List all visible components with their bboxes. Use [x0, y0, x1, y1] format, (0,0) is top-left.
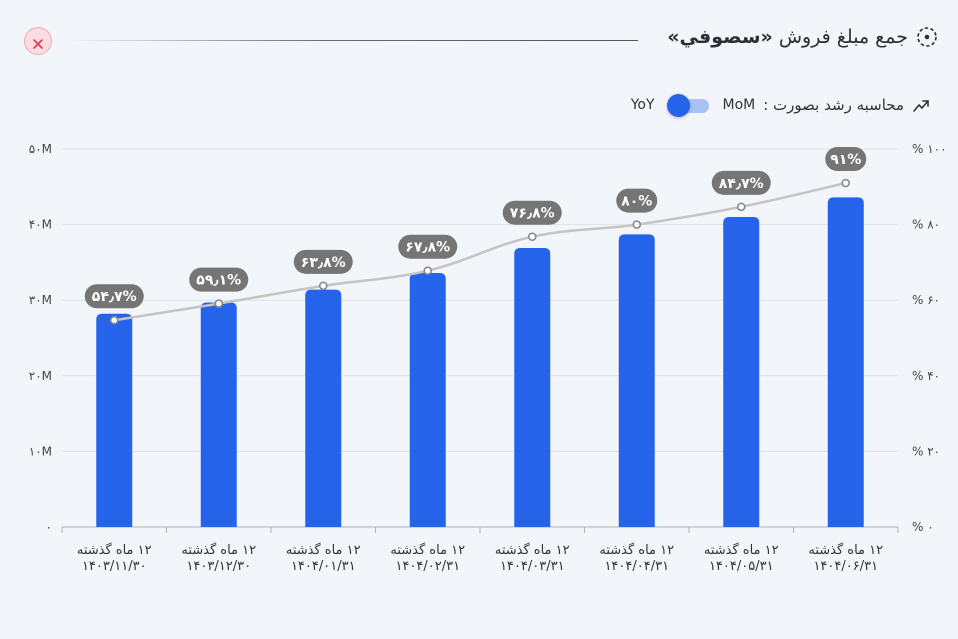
growth-value-label: ۷۶٫۸%	[510, 206, 555, 222]
x-tick-label: ۱۲ ماه گذشته	[390, 542, 465, 558]
growth-point	[736, 202, 746, 212]
bar	[96, 313, 133, 527]
trend-icon	[912, 96, 930, 114]
x-tick-label: ۱۲ ماه گذشته	[181, 542, 256, 558]
option-yoy[interactable]: YoY	[630, 97, 655, 113]
growth-point	[527, 232, 537, 241]
header-divider	[68, 40, 638, 41]
y-left-tick-label: ۱۰M	[29, 444, 52, 458]
x-tick-date-label: ۱۴۰۴/۰۱/۳۱	[291, 559, 356, 574]
growth-value-label: ۵۴٫۷%	[92, 289, 137, 305]
growth-badge	[84, 284, 144, 309]
axes: ۰ ۱۰M ۲۰M ۳۰M ۴۰M ۵۰M % ۰ % ۲۰ % ۴۰ % ۶۰ % ۸۰ % ۱۰۰…	[29, 142, 947, 574]
growth-point	[423, 266, 433, 276]
growth-badge	[616, 188, 658, 213]
growth-value-label: ۵۹٫۱%	[196, 273, 241, 289]
bar	[305, 289, 342, 527]
x-tick-label: ۱۲ ماه گذشته	[808, 542, 883, 558]
growth-point	[214, 299, 224, 308]
x-tick-date-label: ۱۴۰۴/۰۳/۳۱	[500, 559, 565, 574]
growth-value-label: ۸۴٫۷%	[719, 176, 764, 192]
option-mom[interactable]: MoM	[722, 97, 756, 113]
grid-lines	[62, 148, 898, 452]
x-tick-date-label: ۱۴۰۳/۱۱/۳۰	[82, 559, 147, 574]
growth-line	[114, 181, 847, 322]
growth-point	[632, 220, 642, 229]
growth-badge	[398, 234, 458, 259]
title-group: جمع مبلغ فروش «سصوفي»	[667, 26, 938, 48]
x-tick-label: ۱۲ ماه گذشته	[599, 542, 674, 558]
growth-labels: ۵۴٫۷% ۵۹٫۱% ۶۳٫۸% ۶۷٫۸% ۷۶٫۸% ۸۰% ۸۴٫۷% ۹۱%	[84, 147, 867, 325]
x-tick-date-label: ۱۴۰۳/۱۲/۳۰	[186, 559, 251, 574]
x-tick-label: ۱۲ ماه گذشته	[286, 542, 361, 558]
target-icon	[916, 26, 938, 48]
growth-point	[318, 281, 328, 291]
y-right-tick-label: % ۲۰	[912, 444, 940, 458]
x-tick-label: ۱۲ ماه گذشته	[77, 542, 152, 558]
bars	[96, 197, 864, 528]
growth-badge	[293, 249, 353, 274]
bar	[723, 217, 760, 528]
y-right-tick-label: % ۸۰	[912, 218, 940, 232]
title-prefix: جمع مبلغ فروش	[778, 26, 908, 48]
bar	[200, 302, 237, 527]
y-right-tick-label: % ۰	[912, 520, 934, 534]
y-left-tick-label: ۲۰M	[29, 369, 52, 383]
close-icon	[32, 35, 44, 49]
x-tick-date-label: ۱۴۰۴/۰۶/۳۱	[813, 559, 878, 574]
toggle-knob	[666, 94, 690, 117]
y-left-tick-label: ۴۰M	[29, 218, 52, 232]
y-right-tick-label: % ۱۰۰	[912, 142, 947, 156]
growth-badge	[825, 147, 867, 172]
growth-mode-toggle[interactable]	[666, 94, 711, 117]
growth-point	[109, 315, 119, 325]
page-title: جمع مبلغ فروش «سصوفي»	[667, 26, 908, 48]
growth-point	[841, 178, 851, 188]
x-tick-label: ۱۲ ماه گذشته	[704, 542, 779, 558]
growth-mode-label: محاسبه رشد بصورت :	[763, 96, 904, 114]
y-right-tick-label: % ۴۰	[912, 369, 940, 383]
panel-header: جمع مبلغ فروش «سصوفي»	[24, 22, 938, 60]
growth-value-label: ۹۱%	[830, 152, 861, 168]
x-tick-label: ۱۲ ماه گذشته	[495, 542, 570, 558]
bar	[409, 272, 446, 527]
bar	[827, 197, 864, 527]
bar	[514, 248, 551, 527]
bar	[618, 234, 655, 528]
title-brand: «سصوفي»	[667, 26, 773, 48]
growth-value-label: ۶۳٫۸%	[301, 255, 346, 271]
close-button[interactable]	[24, 27, 52, 55]
growth-line-path	[114, 181, 847, 322]
x-tick-date-label: ۱۴۰۴/۰۴/۳۱	[604, 559, 669, 574]
y-right-tick-label: % ۶۰	[912, 293, 940, 307]
x-tick-date-label: ۱۴۰۴/۰۲/۳۱	[395, 559, 460, 574]
y-left-tick-label: ۵۰M	[29, 142, 52, 156]
growth-badge	[189, 267, 249, 292]
growth-badge	[711, 170, 771, 195]
y-left-tick-label: ۳۰M	[29, 293, 52, 307]
growth-mode-control: محاسبه رشد بصورت : MoM YoY	[630, 94, 930, 117]
growth-badge	[502, 200, 562, 225]
y-left-tick-label: ۰	[46, 520, 52, 534]
x-tick-date-label: ۱۴۰۴/۰۵/۳۱	[709, 559, 774, 574]
growth-value-label: ۶۷٫۸%	[405, 240, 450, 256]
growth-value-label: ۸۰%	[621, 194, 652, 210]
